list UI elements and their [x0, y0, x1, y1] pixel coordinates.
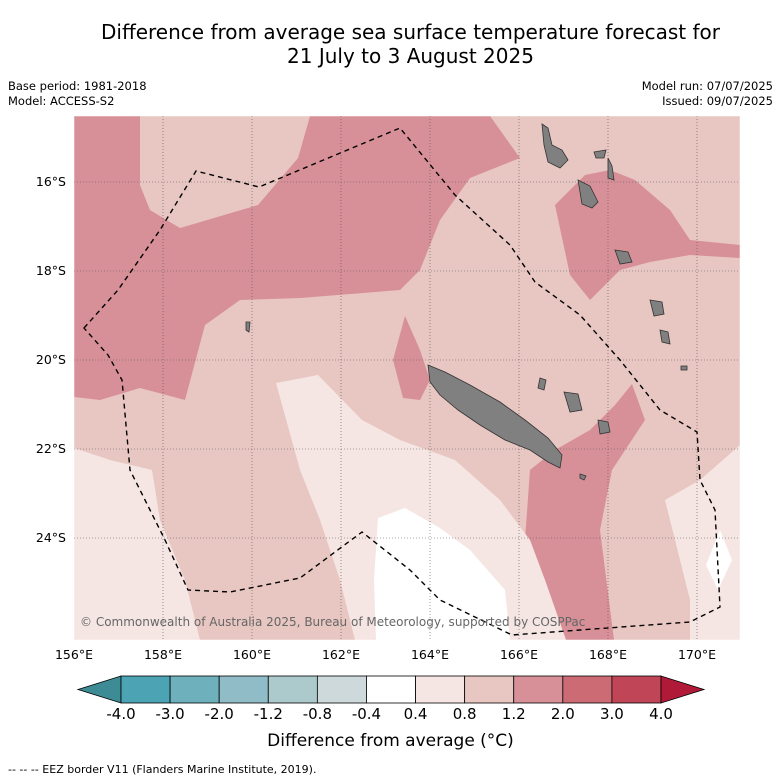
colorbar-tick-label: 1.2	[501, 705, 526, 723]
model-name: Model: ACCESS-S2	[8, 94, 115, 108]
colorbar-segment	[169, 675, 220, 704]
small-island	[579, 473, 587, 481]
lon-axis-labels: 156°E 158°E 160°E 162°E 164°E 166°E 168°…	[55, 647, 716, 662]
chesterfield-reef	[245, 321, 251, 333]
model-info: Base period: 1981-2018 Model: ACCESS-S2	[8, 79, 147, 109]
colorbar-tick-label: 2.0	[550, 705, 575, 723]
colorbar-segment	[366, 675, 416, 704]
colorbar-segment	[415, 675, 466, 704]
anomaly-region-vanuatu-warm	[555, 170, 740, 300]
loyalty-island	[563, 391, 583, 413]
colorbar-tick-label: -0.4	[351, 705, 382, 723]
eez-legend-note: -- -- -- EEZ border V11 (Flanders Marine…	[8, 763, 317, 776]
lon-label: 160°E	[233, 647, 271, 662]
anomaly-map	[74, 116, 740, 640]
colorbar-title: Difference from average (°C)	[267, 731, 514, 751]
colorbar-tick-label: 3.0	[599, 705, 624, 723]
colorbar	[76, 675, 706, 704]
lon-label: 168°E	[589, 647, 627, 662]
anomaly-region-southwest-mild	[74, 448, 200, 640]
lat-label: 20°S	[36, 352, 66, 367]
colorbar-tick-label: 0.8	[452, 705, 477, 723]
colorbar-tick-label: -0.8	[302, 705, 332, 723]
colorbar-segment	[316, 675, 367, 704]
lat-label: 18°S	[36, 263, 66, 278]
colorbar-tick-label: -3.0	[155, 705, 185, 723]
anomaly-region-southeast-mild	[665, 445, 740, 640]
anomaly-region-northwest-pocket	[140, 116, 310, 228]
colorbar-tick-label: 4.0	[649, 705, 673, 723]
lon-label: 158°E	[144, 647, 182, 662]
run-info: Model run: 07/07/2025 Issued: 09/07/2025	[642, 79, 773, 109]
colorbar-over-arrow	[660, 675, 706, 704]
colorbar-segment	[562, 675, 613, 704]
map-frame	[73, 115, 741, 641]
lon-label: 156°E	[55, 647, 93, 662]
colorbar-segment	[267, 675, 318, 704]
loyalty-island	[597, 419, 611, 435]
lon-label: 170°E	[678, 647, 716, 662]
title-line-2: 21 July to 3 August 2025	[287, 44, 534, 68]
model-run: Model run: 07/07/2025	[641, 79, 773, 93]
anomaly-region-central-warm	[74, 116, 520, 400]
small-island	[680, 365, 688, 371]
lon-label: 164°E	[411, 647, 449, 662]
new-caledonia-island	[427, 364, 563, 469]
colorbar-segment	[464, 675, 515, 704]
anomaly-region-south-mild	[276, 375, 566, 640]
copyright-notice: © Commonwealth of Australia 2025, Bureau…	[80, 615, 585, 629]
espiritu-santo-island	[541, 123, 569, 169]
colorbar-tick-label: -1.2	[253, 705, 283, 723]
efate-island	[614, 249, 633, 265]
island-east	[649, 299, 665, 317]
colorbar-tick-label: 0.4	[403, 705, 428, 723]
colorbar-under-arrow	[76, 675, 122, 704]
lon-label: 166°E	[500, 647, 538, 662]
island-east	[659, 329, 671, 345]
colorbar-segment	[611, 675, 662, 704]
small-island	[607, 157, 615, 181]
title-line-1: Difference from average sea surface temp…	[100, 20, 720, 44]
anomaly-region-newcaledonia-warm	[393, 316, 430, 400]
lon-label: 162°E	[322, 647, 360, 662]
map-title: Difference from average sea surface temp…	[40, 20, 781, 68]
base-period: Base period: 1981-2018	[8, 79, 147, 93]
anomaly-region-neutral-south	[374, 508, 510, 640]
colorbar-segment	[513, 675, 564, 704]
loyalty-island	[537, 377, 547, 391]
colorbar-segment	[120, 675, 171, 704]
anomaly-region-southeast-warm	[525, 384, 645, 640]
eez-border	[83, 127, 721, 636]
small-island	[593, 149, 607, 159]
lat-label: 16°S	[36, 174, 66, 189]
gridlines	[74, 116, 740, 640]
lat-label: 22°S	[36, 441, 66, 456]
colorbar-segment	[218, 675, 269, 704]
malekula-island	[577, 179, 599, 209]
land-masses	[245, 123, 688, 481]
anomaly-region-neutral-east	[706, 530, 732, 590]
colorbar-tick-label: -4.0	[106, 705, 136, 723]
lat-label: 24°S	[36, 530, 66, 545]
issued-date: Issued: 09/07/2025	[662, 94, 773, 108]
lat-axis-labels: 16°S 18°S 20°S 22°S 24°S	[36, 174, 66, 545]
colorbar-tick-label: -2.0	[204, 705, 234, 723]
